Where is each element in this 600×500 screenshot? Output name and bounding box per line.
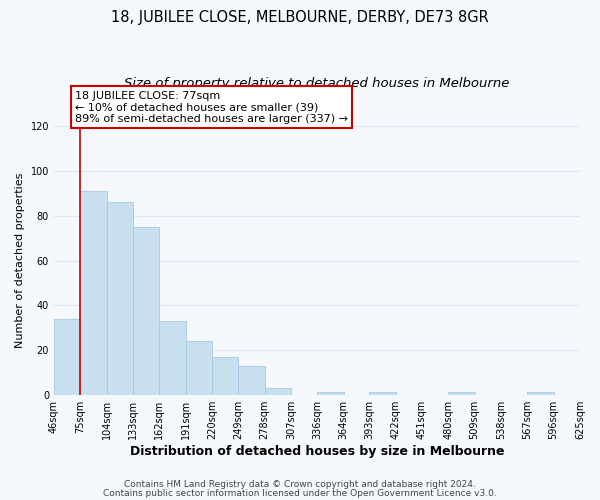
Bar [369,392,395,394]
Bar [265,388,291,394]
Bar [80,191,107,394]
Bar [160,321,185,394]
Bar [212,356,238,395]
Bar [107,202,133,394]
Title: Size of property relative to detached houses in Melbourne: Size of property relative to detached ho… [124,78,509,90]
Bar [448,392,475,394]
Text: Contains HM Land Registry data © Crown copyright and database right 2024.: Contains HM Land Registry data © Crown c… [124,480,476,489]
Bar [54,318,80,394]
Bar [580,392,600,394]
Y-axis label: Number of detached properties: Number of detached properties [15,173,25,348]
Text: Contains public sector information licensed under the Open Government Licence v3: Contains public sector information licen… [103,488,497,498]
Bar [238,366,265,394]
Bar [185,341,212,394]
Text: 18, JUBILEE CLOSE, MELBOURNE, DERBY, DE73 8GR: 18, JUBILEE CLOSE, MELBOURNE, DERBY, DE7… [111,10,489,25]
Bar [133,227,160,394]
Bar [317,392,344,394]
Text: 18 JUBILEE CLOSE: 77sqm
← 10% of detached houses are smaller (39)
89% of semi-de: 18 JUBILEE CLOSE: 77sqm ← 10% of detache… [75,90,348,124]
Bar [527,392,554,394]
X-axis label: Distribution of detached houses by size in Melbourne: Distribution of detached houses by size … [130,444,504,458]
